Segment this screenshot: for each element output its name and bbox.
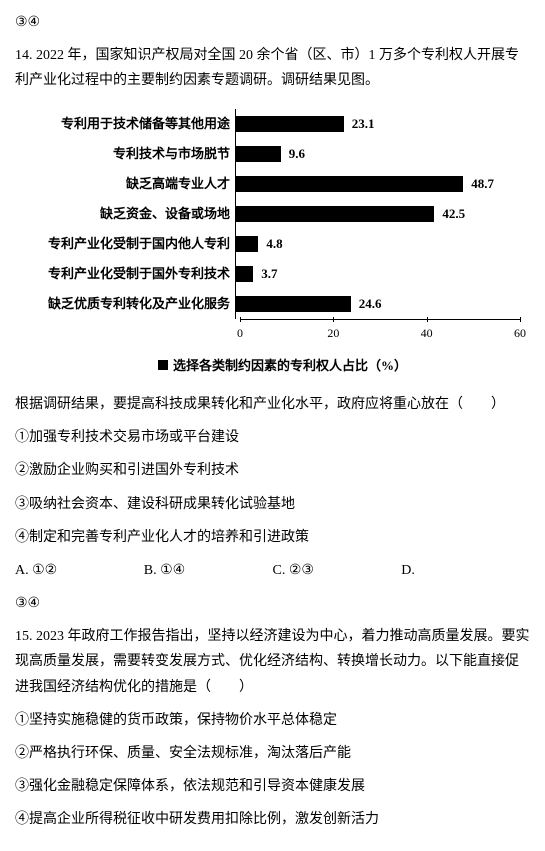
chart-value-label: 23.1 <box>352 112 375 135</box>
q14-option-b: B. ①④ <box>144 558 273 583</box>
q15-statement: ③强化金融稳定保障体系，依法规范和引导资本健康发展 <box>15 774 530 799</box>
axis-tick-mark <box>333 317 334 322</box>
chart-value-label: 3.7 <box>261 262 277 285</box>
chart-row: 专利产业化受制于国内他人专利 4.8 <box>35 229 530 259</box>
chart-row: 缺乏高端专业人才 48.7 <box>35 169 530 199</box>
chart-bar-area: 23.1 <box>235 109 530 139</box>
chart-category-label: 专利产业化受制于国外专利技术 <box>35 262 235 285</box>
q15-statement: ②严格执行环保、质量、安全法规标准，淘汰落后产能 <box>15 741 530 766</box>
chart-bar <box>236 296 351 312</box>
chart-category-label: 缺乏优质专利转化及产业化服务 <box>35 292 235 315</box>
chart-bar-area: 42.5 <box>235 199 530 229</box>
axis-tick-mark <box>520 317 521 322</box>
chart-value-label: 4.8 <box>266 232 282 255</box>
chart-row: 缺乏资金、设备或场地 42.5 <box>35 199 530 229</box>
q14-statement: ④制定和完善专利产业化人才的培养和引进政策 <box>15 525 530 550</box>
q14-options: A. ①② B. ①④ C. ②③ D. <box>15 558 530 583</box>
chart-value-label: 24.6 <box>359 292 382 315</box>
chart-bar <box>236 176 463 192</box>
chart-bar-area: 48.7 <box>235 169 530 199</box>
q15-number: 15. <box>15 629 33 644</box>
axis-tick-label: 20 <box>327 323 339 345</box>
chart-bar <box>236 266 253 282</box>
q14-statement: ③吸纳社会资本、建设科研成果转化试验基地 <box>15 492 530 517</box>
chart-bar <box>236 236 258 252</box>
axis-tick-label: 60 <box>514 323 526 345</box>
chart-row: 专利用于技术储备等其他用途 23.1 <box>35 109 530 139</box>
chart-bar <box>236 146 281 162</box>
q14-number: 14. <box>15 48 33 63</box>
q14-stem: 根据调研结果，要提高科技成果转化和产业化水平，政府应将重心放在（ ） <box>15 392 530 417</box>
chart-legend: 选择各类制约因素的专利权人占比（%） <box>35 354 530 377</box>
chart-row: 专利技术与市场脱节 9.6 <box>35 139 530 169</box>
q14-option-suffix: ③④ <box>15 591 530 616</box>
chart-category-label: 缺乏高端专业人才 <box>35 172 235 195</box>
chart-bar-area: 3.7 <box>235 259 530 289</box>
chart-category-label: 专利技术与市场脱节 <box>35 142 235 165</box>
q13-option-suffix: ③④ <box>15 10 530 35</box>
chart-bar-area: 24.6 <box>235 289 530 319</box>
chart-x-axis: 0204060 <box>240 319 520 344</box>
legend-color-box <box>158 360 168 370</box>
q15-intro: 15. 2023 年政府工作报告指出，坚持以经济建设为中心，着力推动高质量发展。… <box>15 624 530 700</box>
chart-row: 专利产业化受制于国外专利技术 3.7 <box>35 259 530 289</box>
q15-statement: ④提高企业所得税征收中研发费用扣除比例，激发创新活力 <box>15 807 530 832</box>
q14-option-a: A. ①② <box>15 558 144 583</box>
legend-text: 选择各类制约因素的专利权人占比（%） <box>173 358 407 373</box>
axis-tick-mark <box>240 317 241 322</box>
q14-chart: 专利用于技术储备等其他用途 23.1 专利技术与市场脱节 9.6 缺乏高端专业人才 48.… <box>15 109 530 377</box>
chart-category-label: 专利产业化受制于国内他人专利 <box>35 232 235 255</box>
chart-category-label: 缺乏资金、设备或场地 <box>35 202 235 225</box>
q15-statement: ①坚持实施稳健的货币政策，保持物价水平总体稳定 <box>15 708 530 733</box>
axis-tick-label: 40 <box>421 323 433 345</box>
chart-value-label: 9.6 <box>289 142 305 165</box>
chart-value-label: 42.5 <box>442 202 465 225</box>
chart-bar <box>236 116 344 132</box>
chart-bar <box>236 206 434 222</box>
q14-intro: 14. 2022 年，国家知识产权局对全国 20 余个省（区、市）1 万多个专利… <box>15 43 530 93</box>
chart-category-label: 专利用于技术储备等其他用途 <box>35 112 235 135</box>
axis-tick-mark <box>427 317 428 322</box>
q14-option-d: D. <box>401 558 530 583</box>
chart-value-label: 48.7 <box>471 172 494 195</box>
chart-row: 缺乏优质专利转化及产业化服务 24.6 <box>35 289 530 319</box>
q14-option-c: C. ②③ <box>273 558 402 583</box>
chart-bar-area: 4.8 <box>235 229 530 259</box>
q14-statement: ①加强专利技术交易市场或平台建设 <box>15 425 530 450</box>
q14-intro-text: 2022 年，国家知识产权局对全国 20 余个省（区、市）1 万多个专利权人开展… <box>15 48 519 88</box>
chart-bar-area: 9.6 <box>235 139 530 169</box>
q15-intro-text: 2023 年政府工作报告指出，坚持以经济建设为中心，着力推动高质量发展。要实现高… <box>15 629 530 694</box>
axis-tick-label: 0 <box>237 323 243 345</box>
q14-statement: ②激励企业购买和引进国外专利技术 <box>15 458 530 483</box>
